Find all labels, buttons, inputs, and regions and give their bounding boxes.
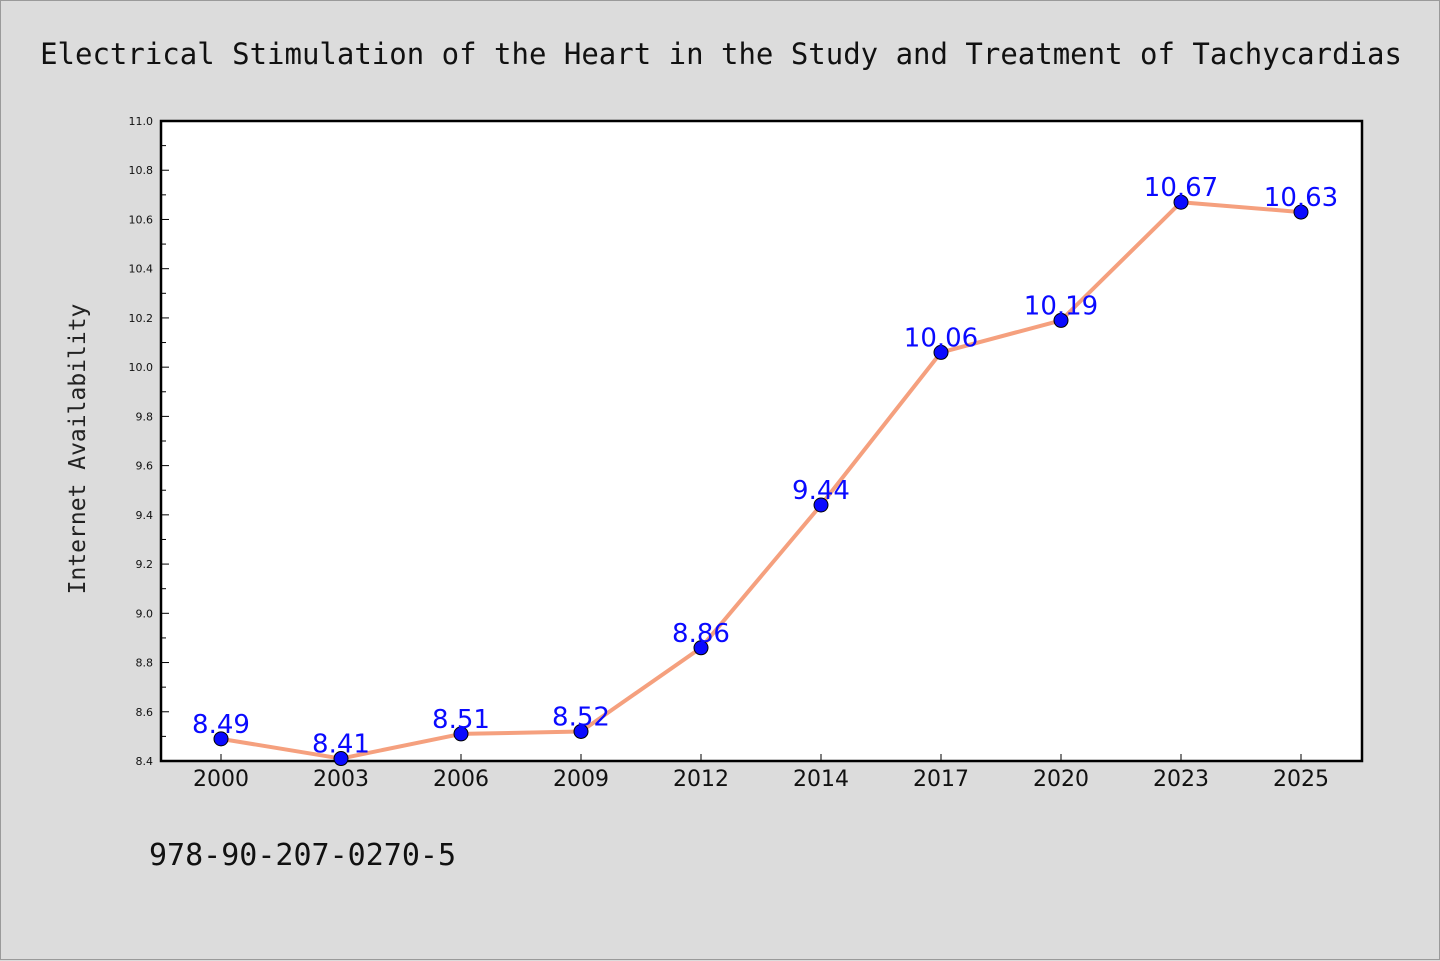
x-tick-label: 2023 [1153, 767, 1209, 792]
data-point [1053, 312, 1069, 328]
x-tick-label: 2017 [913, 767, 969, 792]
series-line [219, 200, 1303, 761]
x-tick-label: 2012 [673, 767, 729, 792]
y-tick-label: 9.6 [136, 460, 154, 473]
data-label: 8.52 [552, 702, 610, 732]
y-tick-label: 10.2 [129, 312, 154, 325]
data-label: 10.63 [1264, 183, 1338, 213]
series-layer: 8.49 8.41 8.51 8.52 8.86 9.44 10.06 10.19 10.67 1… [192, 173, 1338, 767]
y-tick-label: 8.4 [136, 755, 154, 768]
y-tick-label: 10.4 [129, 263, 154, 276]
y-tick-label: 8.6 [136, 706, 154, 719]
y-axis-label: Internet Availability [65, 304, 91, 595]
data-label: 8.51 [432, 705, 490, 735]
data-point [213, 731, 229, 747]
data-point [813, 497, 829, 513]
data-point [1173, 194, 1189, 210]
x-tick-label: 2014 [793, 767, 849, 792]
data-point [333, 751, 349, 767]
footer-isbn: 978-90-207-0270-5 [149, 838, 456, 873]
data-point [453, 726, 469, 742]
data-label: 8.86 [672, 619, 730, 649]
plot-area [159, 119, 1364, 763]
data-label: 9.44 [792, 476, 850, 506]
x-tick-label: 2003 [313, 767, 369, 792]
x-tick-label: 2020 [1033, 767, 1089, 792]
y-tick-label: 10.0 [129, 361, 154, 374]
y-tick-label: 11.0 [129, 115, 154, 128]
chart-title: Electrical Stimulation of the Heart in t… [40, 37, 1402, 71]
data-point [1293, 204, 1309, 220]
y-tick-label: 9.4 [136, 509, 154, 522]
data-label: 10.06 [904, 323, 978, 353]
y-tick-label: 8.8 [136, 657, 154, 670]
x-axis: 2000 2003 2006 2009 2012 2014 2017 2020 2023 2025 [193, 754, 1329, 792]
x-tick-label: 2006 [433, 767, 489, 792]
data-label: 8.49 [192, 710, 250, 740]
data-label: 10.19 [1024, 291, 1098, 321]
y-tick-label: 9.8 [136, 410, 154, 423]
x-tick-label: 2000 [193, 767, 249, 792]
x-tick-label: 2025 [1273, 767, 1329, 792]
y-tick-label: 9.0 [136, 607, 154, 620]
y-axis: 8.4 8.6 8.8 9.0 9.2 9.4 9.6 9.8 10.0 10.2 10.4 10.6… [129, 115, 169, 768]
data-point [693, 640, 709, 656]
y-tick-label: 10.8 [129, 164, 154, 177]
data-point [933, 344, 949, 360]
x-tick-label: 2009 [553, 767, 609, 792]
y-tick-label: 10.6 [129, 213, 154, 226]
y-tick-label: 9.2 [136, 558, 154, 571]
data-label: 10.67 [1144, 173, 1218, 203]
data-label: 8.41 [312, 730, 370, 760]
data-point [573, 723, 589, 739]
